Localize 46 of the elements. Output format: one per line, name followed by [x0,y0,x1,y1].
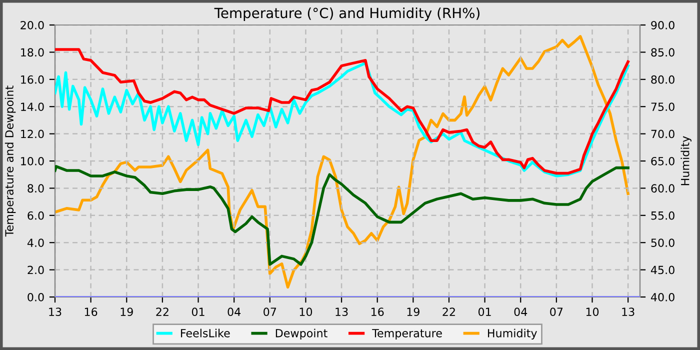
x-tick-label: 07 [550,308,563,316]
x-tick-label: 07 [264,308,276,316]
y-tick-label: 12.0 [21,130,44,138]
y-tick-label: 14.0 [21,102,44,111]
x-tick-label: 13 [49,308,62,316]
y2-tick-label: 55.0 [651,211,674,220]
y-tick-label: 0.0 [28,292,44,302]
y2-tick-label: 40.0 [650,292,674,302]
x-tick-label: 04 [228,308,241,316]
x-tick-label: 01 [192,308,204,316]
legend-label: Humidity [488,328,537,340]
y-axis-title: Temperature and Dewpoint [4,86,16,237]
y2-axis-title: Humidity [680,136,692,186]
y-tick-label: 16.0 [21,75,44,84]
x-tick-label: 19 [407,308,420,316]
x-tick-label: 10 [586,308,599,316]
y2-tick-label: 50.0 [651,238,674,247]
y-tick-label: 6.0 [28,211,44,220]
y-tick-label: 20.0 [20,20,44,30]
y-tick-label: 8.0 [28,184,44,193]
x-tick-label: 01 [478,308,491,316]
legend-label: Dewpoint [276,328,328,340]
legend-label: Temperature [372,329,442,340]
x-tick-label: 13 [622,308,634,316]
x-tick-label: 16 [84,308,98,316]
y2-tick-label: 70.0 [651,130,674,138]
y-tick-label: 10.0 [21,156,44,166]
y2-tick-label: 90.0 [651,20,674,30]
y2-tick-label: 80.0 [651,75,674,84]
y2-tick-label: 65.0 [651,156,674,166]
y-tick-label: 18.0 [21,48,44,57]
y2-tick-label: 45.0 [650,266,674,274]
x-tick-label: 04 [514,308,528,316]
x-tick-label: 22 [442,308,455,316]
x-tick-label: 22 [156,308,168,316]
x-tick-label: 19 [120,308,133,316]
x-tick-label: 13 [336,308,348,316]
x-tick-label: 16 [372,308,384,316]
y-tick-label: 4.0 [27,238,44,247]
y2-tick-label: 85.0 [651,48,674,57]
x-tick-label: 10 [300,308,312,316]
chart-title: Temperature (°C) and Humidity (RH%) [214,8,480,21]
legend-label: FeelsLike [181,328,230,338]
y2-tick-label: 75.0 [651,102,674,111]
y-tick-label: 2.0 [28,266,44,274]
y2-tick-label: 60.0 [651,184,674,193]
